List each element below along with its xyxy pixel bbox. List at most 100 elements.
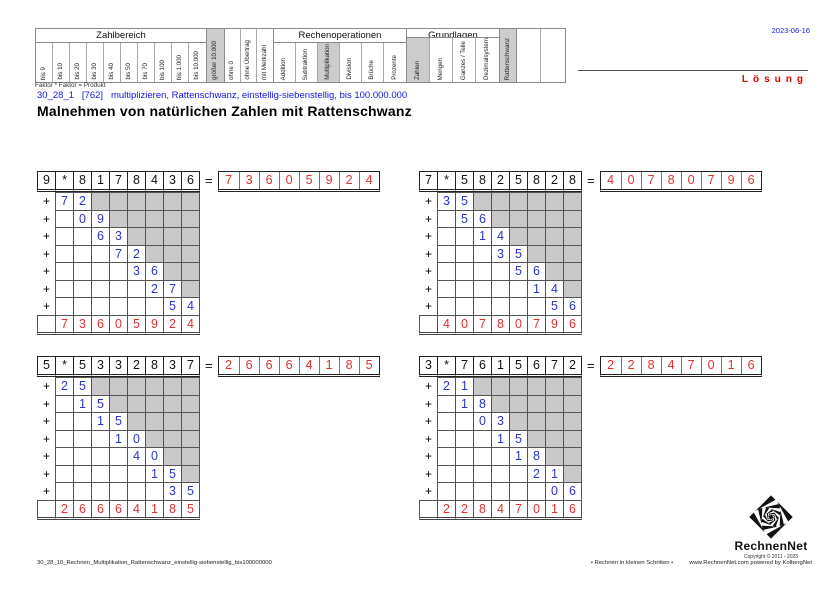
grid-cell [109, 447, 128, 466]
category-columns: Zahlen Mengen Ganzes / Teile Dezimalsystem [407, 38, 499, 82]
shaded-cell [509, 192, 528, 211]
category-column: Zahlen [407, 38, 430, 82]
equals-sign: = [587, 358, 595, 373]
grid-cell [55, 209, 74, 228]
category-column: ohne 0 [225, 29, 241, 82]
partial-digit: 0 [145, 447, 164, 466]
grid-cell [73, 297, 92, 316]
plus-sign: + [42, 211, 50, 226]
plus-sign: + [42, 229, 50, 243]
partial-digit: 5 [109, 412, 128, 431]
partial-digit: 4 [181, 297, 200, 316]
plus-sign: + [424, 281, 432, 296]
category-column: Addition [274, 43, 296, 82]
grid-cell [437, 412, 456, 431]
grid-cell [437, 227, 456, 246]
grid-cell [473, 262, 492, 281]
grid-cell [437, 429, 456, 448]
category-column: Rattenschwanz [500, 29, 516, 82]
category-table: Zahlbereich bis 9 bis 10 bis 20 bis 30 bis 40… [35, 28, 566, 83]
partial-row: +2 5 [37, 377, 200, 396]
rattenschwanz-grid: 9 * 8 1 7 8 4 3 6 +7 2 +0 9 +6 3 +7 2 +3 6 +2 7 +5 4 7 3 6 0 5 9 2 4 [37, 171, 200, 335]
shaded-cell [527, 192, 546, 211]
partial-row: +5 4 [37, 297, 200, 316]
grid-cell [437, 482, 456, 501]
plus-sign: + [42, 281, 50, 296]
plus-sign: + [42, 396, 50, 411]
plus-sign: + [42, 484, 50, 498]
result-digit: 4 [607, 173, 615, 187]
factor-digit: 3 [419, 356, 438, 377]
multiplicand-digit: 3 [163, 356, 182, 377]
grid-cell [509, 279, 528, 298]
shaded-cell [527, 377, 546, 396]
category-columns: größer 10.000 [207, 29, 224, 82]
shaded-cell [181, 192, 200, 211]
grid-cell [437, 447, 456, 466]
category-label: Dezimalsystem [483, 38, 491, 80]
category-column [541, 29, 565, 82]
multiplicand-digit: 2 [491, 171, 510, 192]
page-title: Malnehmen von natürlichen Zahlen mit Rat… [37, 103, 412, 119]
category-column: bis 1.000 [172, 43, 189, 82]
equals-sign: = [587, 173, 595, 188]
shaded-cell [91, 192, 110, 211]
shaded-cell [563, 394, 582, 413]
shaded-cell [563, 429, 582, 448]
grid-cell [455, 227, 474, 246]
result-digit: 6 [109, 499, 128, 520]
grid-cell [437, 464, 456, 483]
grid-cell [455, 429, 474, 448]
grid-cell [91, 482, 110, 501]
multiply-sign: * [437, 356, 456, 377]
formula-note: Faktor * Faktor = Produkt [35, 82, 106, 89]
partial-row: +7 2 [37, 192, 200, 211]
grid-cell [455, 297, 474, 316]
category-columns: Addition Subtraktion Multiplikation Divisio… [274, 43, 406, 82]
shaded-cell [181, 394, 200, 413]
partial-digit: 1 [509, 447, 528, 466]
multiply-sign: * [437, 171, 456, 192]
partial-digit: 4 [491, 227, 510, 246]
grid-cell [491, 279, 510, 298]
grid-cell [55, 394, 74, 413]
partial-digit: 0 [473, 412, 492, 431]
shaded-cell [109, 209, 128, 228]
factor-digit: 5 [37, 356, 56, 377]
partial-row: +1 5 [419, 429, 582, 448]
result-digit: 1 [545, 499, 564, 520]
partial-digit: 7 [163, 279, 182, 298]
category-columns: ohne 0 ohne Übertrag mit Merkzahl [225, 29, 273, 82]
partial-digit: 1 [91, 412, 110, 431]
result-digit: 0 [509, 314, 528, 335]
shaded-cell [563, 412, 582, 431]
shaded-cell [181, 209, 200, 228]
category-label: Subtraktion [302, 48, 310, 80]
partial-row: +3 5 [419, 192, 582, 211]
shaded-cell [181, 227, 200, 246]
category-label: Mengen [436, 57, 444, 80]
partial-digit: 3 [491, 412, 510, 431]
partial-digit: 4 [545, 279, 564, 298]
category-label: bis 40 [107, 63, 115, 80]
shaded-cell [491, 394, 510, 413]
partial-digit: 6 [563, 297, 582, 316]
grid-cell [145, 482, 164, 501]
grid-cell [419, 499, 438, 520]
partial-digit: 5 [509, 429, 528, 448]
shaded-cell [163, 262, 182, 281]
grid-cell [91, 297, 110, 316]
shaded-cell [163, 429, 182, 448]
category-column: Multiplikation [318, 43, 340, 82]
result-digit: 6 [740, 357, 761, 374]
category-columns: Rattenschwanz [500, 29, 516, 82]
plus-sign: + [424, 211, 432, 226]
result-digit: 5 [358, 357, 379, 374]
solution-divider [578, 70, 808, 71]
grid-cell [509, 464, 528, 483]
grid-cell [145, 297, 164, 316]
plus-sign: + [424, 194, 432, 208]
category-label: bis 10.000 [193, 51, 201, 80]
shaded-cell [563, 377, 582, 396]
